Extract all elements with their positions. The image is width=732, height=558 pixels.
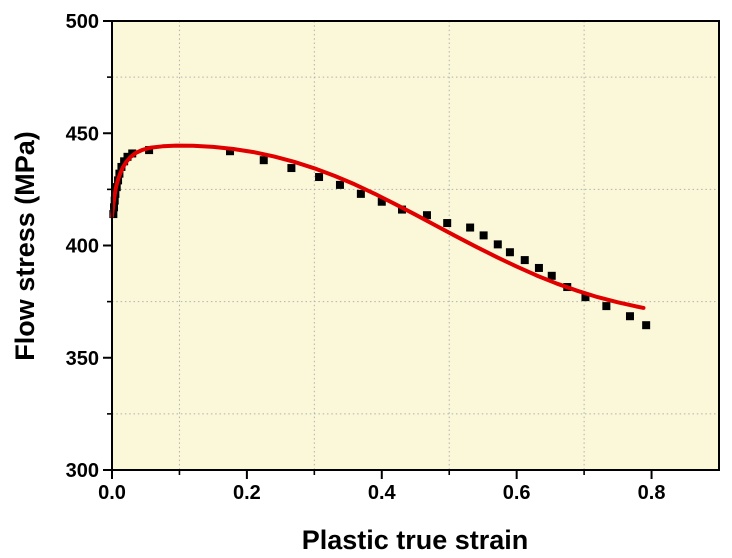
data-point-square [335,180,344,189]
data-point-square [547,271,556,280]
axis-ticks [103,20,653,479]
data-point-square [120,157,129,166]
x-tick-label: 0.8 [638,482,666,504]
data-point-square [226,147,235,156]
fit-curve-path [110,143,646,310]
x-tick-label: 0.0 [98,482,126,504]
x-tick-label: 0.4 [368,482,397,504]
data-point-square [259,156,268,165]
data-point-square [315,173,324,182]
data-point-square [520,256,529,265]
data-point-square [505,248,514,257]
data-point-square [625,312,634,321]
data-point-square [356,189,365,198]
x-tick-label: 0.2 [233,482,261,504]
fit-curve [110,143,646,310]
data-point-square [642,321,651,330]
y-tick-label: 300 [66,460,99,482]
y-tick-label: 450 [66,123,99,145]
data-point-square [422,211,431,220]
x-axis-title: Plastic true strain [302,525,529,555]
plot-background [112,21,719,470]
data-point-square [581,293,590,302]
data-point-square [493,240,502,249]
data-point-square [123,152,132,161]
data-point-square [466,223,475,232]
gridlines [112,21,719,470]
y-tick-label: 350 [66,348,99,370]
data-point-square [534,263,543,272]
x-tick-label: 0.6 [503,482,531,504]
data-point-square [443,219,452,228]
x-tick-labels: 0.0 0.2 0.4 0.6 0.8 [98,482,665,504]
y-tick-label: 400 [66,236,99,258]
data-point-square [602,302,611,311]
data-point-square [377,197,386,206]
y-tick-labels: 300 350 400 450 500 [66,11,99,482]
data-point-square [287,164,296,173]
data-point-square [479,231,488,240]
y-tick-label: 500 [66,11,99,33]
y-axis-title: Flow stress (MPa) [10,131,40,361]
